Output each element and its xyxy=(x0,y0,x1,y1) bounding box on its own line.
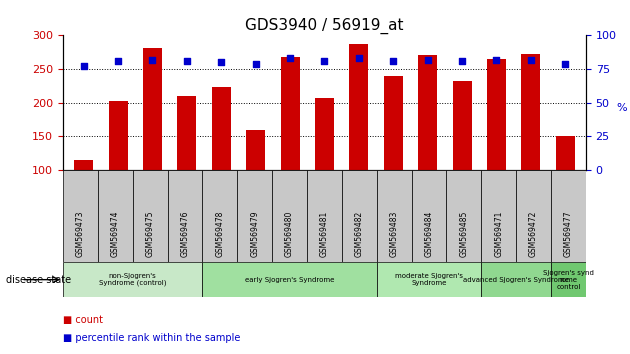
Bar xyxy=(63,170,98,262)
Text: GSM569471: GSM569471 xyxy=(495,211,503,257)
Text: ■ percentile rank within the sample: ■ percentile rank within the sample xyxy=(63,333,241,343)
Text: GSM569476: GSM569476 xyxy=(181,211,190,257)
Point xyxy=(560,61,570,67)
Bar xyxy=(307,170,342,262)
Text: advanced Sjogren's Syndrome: advanced Sjogren's Syndrome xyxy=(463,277,569,282)
Point xyxy=(423,57,433,62)
Point xyxy=(285,56,295,61)
Bar xyxy=(202,170,238,262)
Bar xyxy=(556,136,575,237)
Point xyxy=(251,61,261,67)
Bar xyxy=(487,59,506,237)
Point xyxy=(216,59,226,65)
Bar xyxy=(522,54,541,237)
Bar xyxy=(481,170,516,262)
Text: GSM569472: GSM569472 xyxy=(529,211,538,257)
Bar xyxy=(280,57,299,237)
Bar xyxy=(411,170,447,262)
Bar xyxy=(481,262,551,297)
Y-axis label: %: % xyxy=(617,103,627,113)
Text: GSM569484: GSM569484 xyxy=(425,211,433,257)
Bar xyxy=(168,170,202,262)
Bar xyxy=(384,76,403,237)
Bar xyxy=(202,262,377,297)
Text: early Sjogren's Syndrome: early Sjogren's Syndrome xyxy=(245,277,335,282)
Bar xyxy=(178,96,197,237)
Text: GSM569473: GSM569473 xyxy=(76,211,85,257)
Point xyxy=(319,58,329,64)
Bar xyxy=(377,262,481,297)
Text: Sjogren's synd
rome
control: Sjogren's synd rome control xyxy=(543,270,594,290)
Point xyxy=(79,63,89,69)
Point xyxy=(147,57,158,62)
Text: GSM569478: GSM569478 xyxy=(215,211,224,257)
Point xyxy=(182,58,192,64)
Text: GSM569485: GSM569485 xyxy=(459,211,468,257)
Bar xyxy=(516,170,551,262)
Text: non-Sjogren's
Syndrome (control): non-Sjogren's Syndrome (control) xyxy=(99,273,166,286)
Bar xyxy=(418,55,437,237)
Bar xyxy=(238,170,272,262)
Bar xyxy=(212,86,231,237)
Bar xyxy=(452,81,471,237)
Point xyxy=(457,58,467,64)
Bar xyxy=(98,170,133,262)
Point xyxy=(491,57,501,62)
Bar xyxy=(551,262,586,297)
Bar xyxy=(551,170,586,262)
Text: GSM569474: GSM569474 xyxy=(111,211,120,257)
Point xyxy=(526,57,536,62)
Bar xyxy=(315,98,334,237)
Bar xyxy=(133,170,168,262)
Point xyxy=(113,58,123,64)
Point xyxy=(354,56,364,61)
Text: GSM569482: GSM569482 xyxy=(355,211,364,257)
Text: GSM569479: GSM569479 xyxy=(250,211,259,257)
Text: moderate Sjogren's
Syndrome: moderate Sjogren's Syndrome xyxy=(395,273,463,286)
Text: ■ count: ■ count xyxy=(63,315,103,325)
Bar xyxy=(350,44,369,237)
Bar xyxy=(377,170,411,262)
Bar xyxy=(143,47,162,237)
Text: GSM569477: GSM569477 xyxy=(564,211,573,257)
Bar xyxy=(272,170,307,262)
Text: GSM569481: GSM569481 xyxy=(320,211,329,257)
Bar xyxy=(74,160,93,237)
Bar xyxy=(108,101,127,237)
Text: GSM569475: GSM569475 xyxy=(146,211,154,257)
Bar xyxy=(447,170,481,262)
Bar xyxy=(63,262,202,297)
Bar xyxy=(342,170,377,262)
Title: GDS3940 / 56919_at: GDS3940 / 56919_at xyxy=(245,18,404,34)
Bar xyxy=(246,130,265,237)
Text: GSM569483: GSM569483 xyxy=(390,211,399,257)
Text: GSM569480: GSM569480 xyxy=(285,211,294,257)
Point xyxy=(388,58,398,64)
Text: disease state: disease state xyxy=(6,275,71,285)
